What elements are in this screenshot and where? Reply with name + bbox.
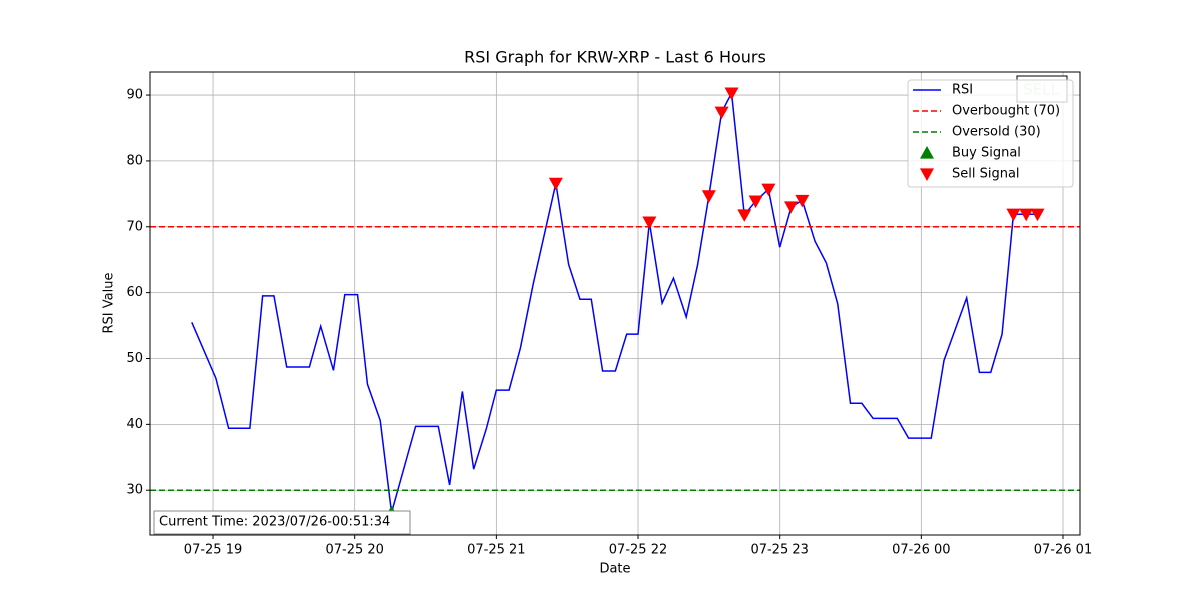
- legend-label: Overbought (70): [952, 104, 1060, 119]
- x-tick-label: 07-25 22: [609, 543, 667, 558]
- sell-marker: [737, 209, 752, 222]
- y-tick-label: 90: [126, 88, 143, 103]
- y-tick-label: 60: [126, 285, 143, 300]
- x-tick-label: 07-26 00: [892, 543, 950, 558]
- sell-marker: [714, 106, 729, 120]
- sell-marker: [1006, 208, 1021, 222]
- y-tick-label: 40: [126, 417, 143, 432]
- x-tick-label: 07-26 01: [1034, 543, 1092, 558]
- time-annotation: Current Time: 2023/07/26-00:51:34: [159, 515, 390, 530]
- annotation-box: [153, 510, 411, 535]
- x-tick-label: 07-25 19: [184, 543, 242, 558]
- x-tick-label: 07-25 23: [750, 543, 808, 558]
- x-tick-label: 07-25 21: [467, 543, 525, 558]
- x-axis-label: Date: [599, 562, 630, 577]
- sell-marker: [548, 177, 563, 191]
- sell-marker: [1019, 208, 1034, 222]
- sell-marker: [642, 216, 657, 230]
- sell-marker: [761, 183, 776, 197]
- legend-swatch: [920, 146, 934, 159]
- y-tick-label: 80: [126, 153, 143, 168]
- sell-marker: [1030, 208, 1045, 222]
- y-tick-label: 50: [126, 351, 143, 366]
- legend-label: Oversold (30): [952, 125, 1041, 140]
- legend-box: [907, 79, 1074, 188]
- sell-marker: [784, 201, 799, 215]
- y-tick-label: 70: [126, 219, 143, 234]
- legend-label: RSI: [952, 83, 973, 98]
- legend-label: Sell Signal: [952, 167, 1020, 182]
- x-tick-label: 07-25 20: [325, 543, 383, 558]
- sell-marker: [748, 195, 763, 209]
- rsi-line: [191, 90, 1038, 513]
- chart-title: RSI Graph for KRW-XRP - Last 6 Hours: [464, 48, 766, 67]
- legend-label: Buy Signal: [952, 146, 1021, 161]
- sell-marker: [701, 190, 716, 203]
- legend: RSI Overbought (70) Oversold (30) Buy Signa…: [907, 79, 1074, 188]
- plot-frame: [149, 71, 1081, 536]
- y-axis-label: RSI Value: [102, 273, 117, 334]
- y-tick-label: 30: [126, 483, 143, 498]
- legend-swatch: [920, 168, 934, 181]
- sell-marker: [724, 87, 739, 101]
- sell-marker: [795, 194, 810, 208]
